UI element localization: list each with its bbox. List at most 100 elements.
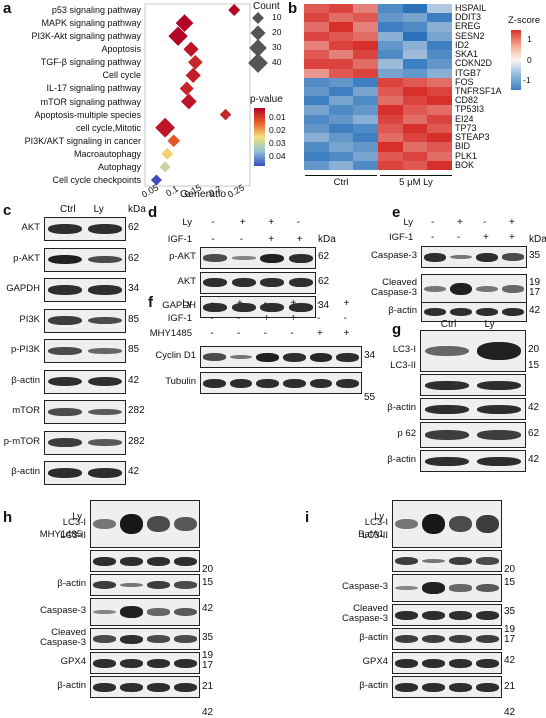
protein-band: [422, 610, 445, 620]
blot-text: -: [237, 328, 241, 339]
heatmap-cell: [353, 160, 379, 171]
blot-text: +: [237, 298, 243, 309]
protein-band: [477, 380, 521, 390]
heatmap-cell: [353, 31, 379, 42]
heatmap-cell: [378, 123, 404, 134]
protein-band: [203, 302, 228, 312]
blot-text: Ly: [182, 298, 192, 309]
protein-band: [309, 352, 333, 362]
blot-text: Caspase-3: [371, 250, 417, 261]
heatmap-cell: [427, 114, 453, 125]
gene-label: SESN2: [455, 30, 485, 41]
heatmap-cell: [427, 59, 453, 70]
blot-text: kDa: [128, 204, 146, 215]
pathway-label: Cell cycle: [102, 70, 141, 81]
blot-strip: [90, 652, 200, 674]
heatmap-cell: [353, 4, 379, 14]
heatmap-cell: [378, 68, 404, 79]
blot-text: 21: [504, 681, 516, 692]
blot-text: -: [210, 313, 214, 324]
blot-text: +: [263, 313, 270, 324]
blot-text: 62: [128, 222, 140, 233]
protein-band: [48, 347, 82, 355]
heatmap-cell: [402, 123, 428, 134]
pathway-point: [228, 4, 241, 16]
blot-strip: [44, 247, 126, 272]
protein-band: [120, 582, 143, 588]
protein-band: [229, 354, 253, 360]
ly-group-label: 5 μM Ly: [399, 177, 433, 188]
gene-label: DDIT3: [455, 12, 482, 23]
heatmap-cell: [427, 77, 453, 88]
pathway-point: [159, 161, 171, 173]
protein-band: [48, 224, 82, 234]
heatmap: [304, 4, 453, 171]
blot-text: 42: [528, 454, 540, 465]
heatmap-cell: [378, 160, 404, 171]
blot-strip: [90, 676, 200, 698]
count-level: 40: [272, 57, 282, 67]
heatmap-cell: [328, 40, 354, 51]
protein-band: [425, 430, 469, 440]
blot-text: +: [290, 298, 297, 309]
protein-band: [88, 468, 122, 478]
blot-text: g: [392, 321, 402, 338]
blot-text: -: [211, 217, 215, 228]
count-legend-title: Count: [253, 1, 280, 12]
protein-band: [147, 556, 170, 566]
blot-text: 62: [318, 251, 330, 262]
pathway-point: [188, 55, 203, 70]
protein-band: [395, 585, 418, 591]
heatmap-cell: [402, 13, 428, 23]
blot-text: h: [3, 509, 13, 526]
heatmap-cell: [427, 133, 453, 143]
blot-strip: [200, 372, 362, 394]
protein-band: [48, 316, 82, 325]
blot-text: IGF-1: [389, 232, 414, 243]
pathway-label: Autophagy: [97, 161, 141, 172]
heatmap-cell: [304, 160, 330, 171]
protein-band: [48, 408, 82, 416]
heatmap-cell: [402, 133, 428, 143]
protein-band: [174, 635, 197, 643]
heatmap-cell: [402, 22, 428, 33]
pathway-label: cell cycle,Mitotic: [75, 122, 141, 133]
protein-band: [88, 408, 122, 416]
pathway-label: Cell cycle checkpoints: [52, 175, 141, 185]
protein-band: [422, 582, 445, 594]
blot-strip: [420, 398, 526, 420]
blot-strip: [420, 374, 526, 396]
protein-band: [147, 608, 170, 616]
protein-band: [93, 580, 116, 590]
heatmap-cell: [304, 77, 330, 88]
heatmap-cell: [328, 77, 354, 88]
blot-strip: [392, 550, 502, 572]
protein-band: [288, 253, 313, 263]
blot-text: 62: [318, 275, 330, 287]
heatmap-cell: [304, 40, 330, 51]
blot-text: 35: [202, 632, 214, 643]
gene-label: TP53I3: [455, 104, 485, 115]
blot-text: β-actin: [388, 305, 417, 316]
protein-band: [147, 682, 170, 692]
blot-text: β-actin: [57, 680, 86, 691]
blot-strip: [200, 271, 316, 294]
blot-strip: [421, 302, 527, 322]
heatmap-cell: [427, 40, 453, 51]
pathway-point: [183, 41, 199, 57]
zscore-tick-1: 1: [527, 34, 532, 44]
pathway-point: [167, 134, 181, 148]
heatmap-cell: [353, 142, 379, 153]
protein-band: [476, 307, 498, 317]
blot-text: 42: [202, 603, 214, 614]
protein-band: [449, 634, 472, 644]
blot-text: MHY1485: [149, 328, 192, 339]
blot-text: 21: [202, 681, 214, 692]
blot-strip: [44, 217, 126, 241]
blot-strip: [421, 274, 527, 304]
blot-text: β-actin: [387, 402, 416, 413]
blot-text: 42: [128, 374, 140, 386]
protein-band: [395, 556, 418, 566]
protein-band: [477, 456, 521, 466]
heatmap-cell: [378, 96, 404, 106]
